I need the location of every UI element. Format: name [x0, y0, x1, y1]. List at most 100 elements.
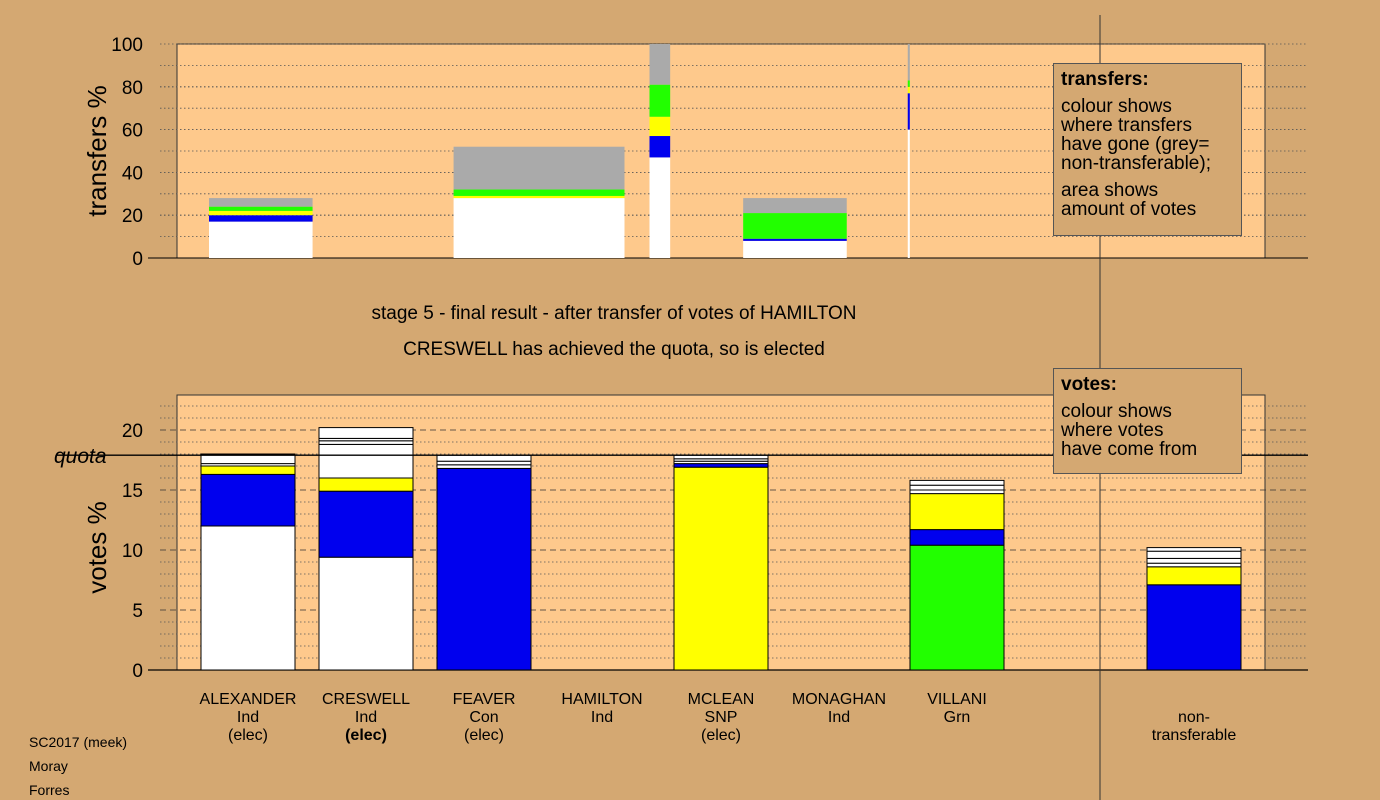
footer-ward: Forres	[29, 782, 70, 798]
vote-segment	[436, 454, 532, 462]
vote-segment	[436, 467, 532, 671]
vote-segment	[200, 453, 296, 465]
transfers-tick-label: 0	[132, 249, 143, 270]
votes-tick-label: 15	[122, 481, 143, 502]
transfers-tick-label: 80	[122, 78, 143, 99]
vote-segment	[318, 556, 414, 671]
vote-segment	[200, 465, 296, 475]
transfers-legend-line: have gone (grey=	[1061, 134, 1210, 155]
vote-segment	[200, 525, 296, 671]
quota-label: quota	[54, 445, 107, 468]
transfer-segment	[453, 189, 625, 196]
transfers-axis-label: transfers %	[82, 85, 112, 217]
vote-segment	[909, 544, 1005, 671]
transfer-segment	[453, 198, 625, 258]
vote-segment	[1146, 584, 1242, 671]
candidate-label: FEAVER	[453, 691, 516, 708]
vote-segment	[673, 463, 769, 468]
transfers-tick-label: 60	[122, 121, 143, 142]
vote-segment	[909, 484, 1005, 491]
votes-legend: votes: colour shows where votes have com…	[1053, 368, 1242, 474]
vote-segment	[318, 427, 414, 439]
candidate-label: HAMILTON	[561, 691, 642, 708]
candidate-label: (elec)	[228, 727, 268, 744]
candidate-label: Grn	[944, 709, 971, 726]
transfer-segment	[649, 84, 671, 117]
transfers-legend-line: non-transferable);	[1061, 153, 1211, 174]
vote-segment	[1146, 557, 1242, 564]
vote-segment	[318, 443, 414, 479]
vote-segment	[318, 440, 414, 445]
transfers-tick-label: 40	[122, 163, 143, 184]
candidate-label: Ind	[355, 709, 377, 726]
candidate-label: transferable	[1152, 727, 1237, 744]
transfers-legend-line: area shows	[1061, 180, 1159, 201]
transfers-legend-line: where transfers	[1061, 115, 1192, 136]
transfer-segment	[453, 195, 625, 199]
candidate-label: ALEXANDER	[200, 691, 297, 708]
transfer-segment	[209, 221, 313, 258]
votes-tick-label: 20	[122, 421, 143, 442]
transfer-segment	[209, 206, 313, 211]
vote-segment	[909, 493, 1005, 531]
transfers-legend: transfers: colour shows where transfers …	[1053, 63, 1242, 236]
votes-legend-title: votes:	[1061, 374, 1117, 395]
vote-segment	[1146, 566, 1242, 586]
transfer-segment	[907, 86, 910, 94]
candidate-label: Ind	[237, 709, 259, 726]
transfer-segment	[743, 240, 847, 258]
vote-segment	[318, 477, 414, 492]
vote-segment	[436, 460, 532, 466]
vote-segment	[318, 490, 414, 558]
vote-segment	[1146, 547, 1242, 552]
transfer-segment	[907, 129, 910, 258]
candidate-label: Ind	[591, 709, 613, 726]
candidate-label: VILLANI	[927, 691, 987, 708]
transfer-segment	[743, 198, 847, 214]
votes-tick-label: 5	[132, 601, 143, 622]
vote-segment	[909, 489, 1005, 495]
candidate-label: CRESWELL	[322, 691, 410, 708]
status-caption: CRESWELL has achieved the quota, so is e…	[403, 339, 825, 360]
vote-segment	[909, 529, 1005, 546]
transfers-legend-title: transfers:	[1061, 69, 1149, 90]
transfers-legend-line: amount of votes	[1061, 199, 1197, 220]
transfer-segment	[907, 80, 910, 87]
transfer-segment	[209, 215, 313, 222]
vote-segment	[200, 473, 296, 527]
candidate-label: Ind	[828, 709, 850, 726]
transfer-segment	[209, 198, 313, 207]
transfers-tick-label: 20	[122, 206, 143, 227]
candidate-label: (elec)	[464, 727, 504, 744]
candidate-label: MONAGHAN	[792, 691, 886, 708]
candidate-label: Con	[469, 709, 498, 726]
votes-tick-label: 0	[132, 661, 143, 682]
candidate-label: (elec)	[701, 727, 741, 744]
candidate-label: SNP	[705, 709, 738, 726]
candidate-label: (elec)	[345, 727, 387, 744]
transfers-tick-label: 100	[111, 35, 143, 56]
votes-legend-line: have come from	[1061, 439, 1198, 460]
vote-segment	[673, 466, 769, 671]
vote-segment	[436, 464, 532, 469]
transfer-segment	[209, 210, 313, 216]
vote-segment	[1146, 550, 1242, 559]
transfers-legend-line: colour shows	[1061, 96, 1172, 117]
votes-axis-label: votes %	[82, 501, 112, 594]
transfer-segment	[743, 213, 847, 239]
footer-election: SC2017 (meek)	[29, 734, 128, 750]
transfer-segment	[907, 44, 910, 81]
transfer-segment	[907, 93, 910, 130]
transfer-segment	[649, 116, 671, 137]
transfer-segment	[649, 44, 671, 85]
transfer-segment	[453, 146, 625, 190]
votes-tick-label: 10	[122, 541, 143, 562]
transfer-segment	[649, 157, 671, 258]
votes-legend-line: colour shows	[1061, 401, 1172, 422]
candidate-label: MCLEAN	[688, 691, 755, 708]
candidate-label: non-	[1178, 709, 1210, 726]
stage-caption: stage 5 - final result - after transfer …	[371, 303, 856, 324]
footer-council: Moray	[29, 758, 68, 774]
transfer-segment	[649, 136, 671, 158]
transfer-segment	[743, 238, 847, 241]
